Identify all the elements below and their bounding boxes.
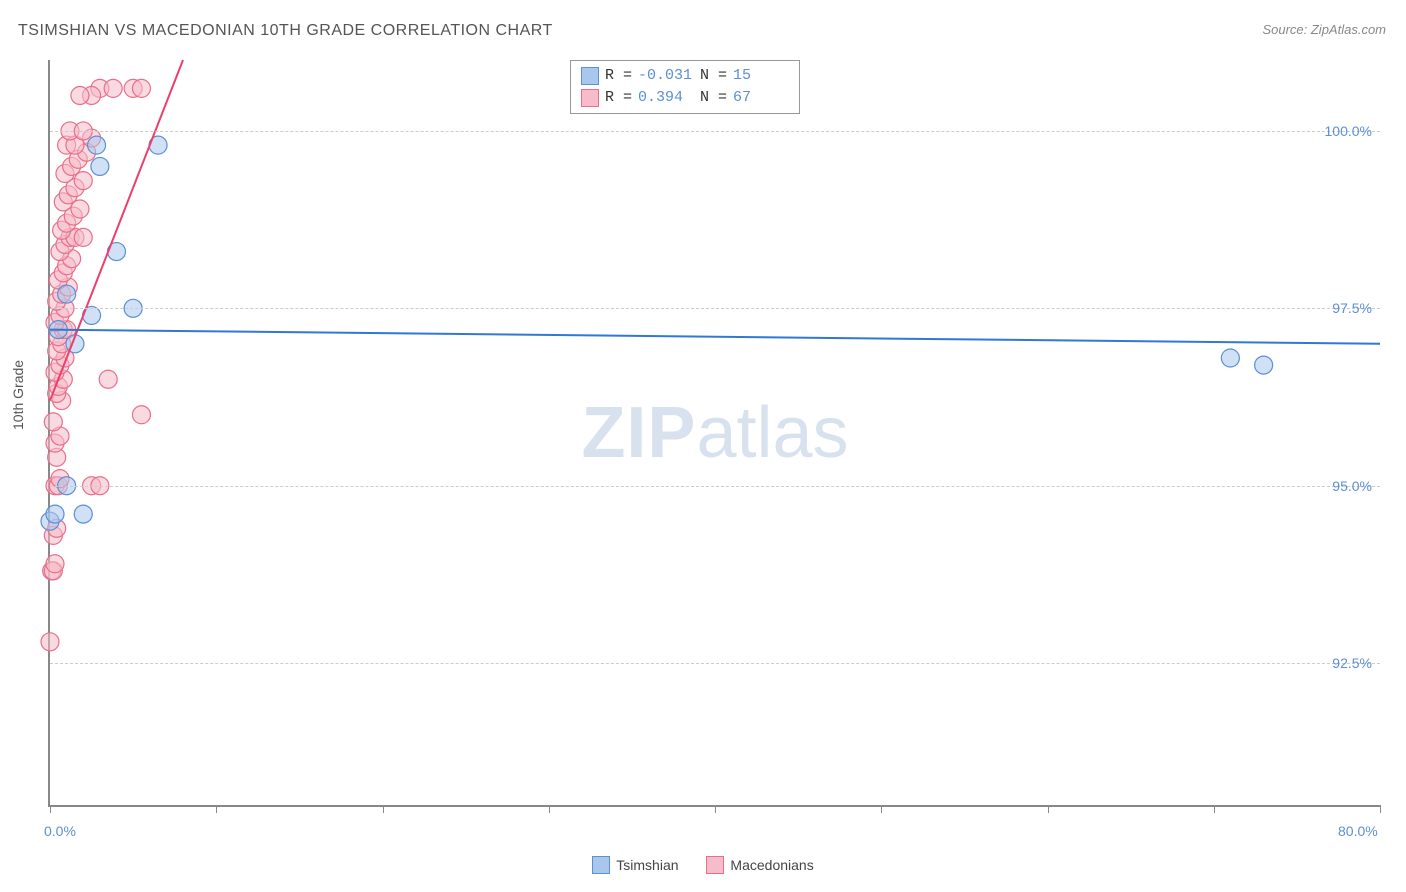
x-tick	[1214, 805, 1215, 813]
scatter-point	[44, 413, 62, 431]
x-tick	[881, 805, 882, 813]
scatter-point	[1221, 349, 1239, 367]
scatter-point	[99, 370, 117, 388]
r-label: R =	[605, 87, 632, 109]
scatter-point	[132, 79, 150, 97]
x-tick-label: 80.0%	[1338, 823, 1378, 839]
x-tick	[715, 805, 716, 813]
scatter-point	[46, 555, 64, 573]
scatter-point	[132, 406, 150, 424]
x-tick	[1048, 805, 1049, 813]
n-value-pink: 67	[733, 87, 789, 109]
y-tick-label: 95.0%	[1332, 478, 1372, 494]
y-axis-label: 10th Grade	[10, 360, 26, 430]
x-tick	[216, 805, 217, 813]
y-tick-label: 97.5%	[1332, 300, 1372, 316]
scatter-point	[71, 86, 89, 104]
scatter-point	[1255, 356, 1273, 374]
x-tick	[1380, 805, 1381, 813]
gridline	[50, 663, 1380, 664]
n-value-blue: 15	[733, 65, 789, 87]
gridline	[50, 308, 1380, 309]
trend-line	[50, 330, 1380, 344]
legend-row-pink: R = 0.394 N = 67	[581, 87, 789, 109]
plot-area: ZIPatlas R = -0.031 N = 15 R = 0.394 N =…	[48, 60, 1380, 807]
swatch-blue-icon	[581, 67, 599, 85]
scatter-point	[58, 285, 76, 303]
scatter-point	[41, 633, 59, 651]
legend-label-tsimshian: Tsimshian	[616, 857, 678, 873]
source-attribution: Source: ZipAtlas.com	[1262, 22, 1386, 37]
legend-item-tsimshian: Tsimshian	[592, 856, 678, 874]
swatch-pink-icon	[706, 856, 724, 874]
x-tick	[50, 805, 51, 813]
legend-row-blue: R = -0.031 N = 15	[581, 65, 789, 87]
r-value-blue: -0.031	[638, 65, 694, 87]
legend-label-macedonians: Macedonians	[730, 857, 813, 873]
chart-svg	[50, 60, 1380, 805]
gridline	[50, 486, 1380, 487]
scatter-point	[104, 79, 122, 97]
gridline	[50, 131, 1380, 132]
scatter-point	[46, 505, 64, 523]
scatter-point	[91, 157, 109, 175]
x-tick-label: 0.0%	[44, 823, 76, 839]
legend-series: Tsimshian Macedonians	[0, 856, 1406, 877]
scatter-point	[74, 505, 92, 523]
swatch-pink-icon	[581, 89, 599, 107]
n-label: N =	[700, 65, 727, 87]
x-tick	[383, 805, 384, 813]
y-tick-label: 92.5%	[1332, 655, 1372, 671]
chart-title: TSIMSHIAN VS MACEDONIAN 10TH GRADE CORRE…	[18, 22, 553, 40]
legend-correlation: R = -0.031 N = 15 R = 0.394 N = 67	[570, 60, 800, 114]
swatch-blue-icon	[592, 856, 610, 874]
x-tick	[549, 805, 550, 813]
y-tick-label: 100.0%	[1325, 123, 1372, 139]
r-label: R =	[605, 65, 632, 87]
n-label: N =	[700, 87, 727, 109]
scatter-point	[74, 228, 92, 246]
scatter-point	[88, 136, 106, 154]
r-value-pink: 0.394	[638, 87, 694, 109]
legend-item-macedonians: Macedonians	[706, 856, 813, 874]
